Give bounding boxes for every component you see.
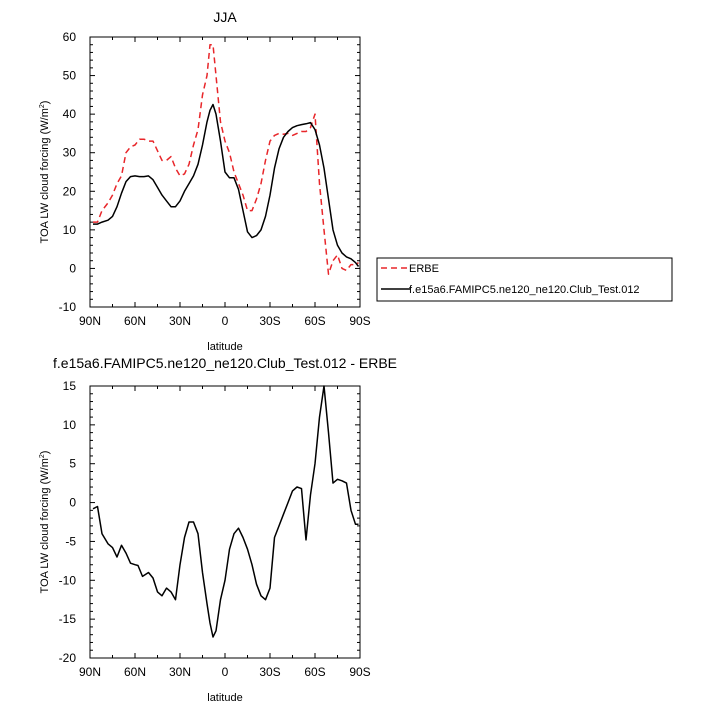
bottom-x-tick-label: 60S — [304, 665, 325, 679]
top-x-tick-label: 30N — [169, 314, 191, 328]
bottom-y-tick-label: -15 — [59, 612, 77, 626]
top-series-lines — [93, 43, 360, 275]
bottom-y-tick-label: -5 — [65, 534, 76, 548]
top-x-tick-label: 90N — [79, 314, 101, 328]
bottom-plot-frame — [89, 385, 361, 659]
bottom-x-tick-labels: 90N 60N 30N 0 30S 60S 90S — [79, 665, 371, 679]
top-y-axis-label-sup: 2 — [39, 104, 46, 108]
top-y-axis-label-main: TOA LW cloud forcing (W/m — [39, 108, 51, 243]
bottom-series-line-0 — [92, 385, 359, 638]
top-series-line-0 — [93, 43, 359, 275]
bottom-y-axis-label-main: TOA LW cloud forcing (W/m — [39, 458, 51, 593]
bottom-y-tick-label: -10 — [59, 573, 77, 587]
top-x-tick-label: 0 — [222, 314, 229, 328]
bottom-series-lines — [92, 385, 359, 638]
bottom-y-tick-label: 0 — [69, 496, 76, 510]
top-chart-panel: JJA 90N 60N 30N 0 30S 60S 90S 60 50 40 30 20 10 0 -10… — [39, 9, 673, 353]
bottom-y-axis-label-sup: 2 — [39, 454, 46, 458]
top-x-tick-labels: 90N 60N 30N 0 30S 60S 90S — [79, 314, 371, 328]
top-axis-ticks — [89, 36, 361, 308]
bottom-y-tick-label: 10 — [63, 418, 77, 432]
top-y-tick-label: 30 — [63, 146, 77, 160]
top-x-tick-label: 60N — [124, 314, 146, 328]
bottom-y-axis-label: TOA LW cloud forcing (W/m2) — [39, 451, 51, 594]
bottom-x-tick-label: 90N — [79, 665, 101, 679]
bottom-y-tick-label: 5 — [69, 457, 76, 471]
bottom-chart-title: f.e15a6.FAMIPC5.ne120_ne120.Club_Test.01… — [53, 355, 397, 371]
top-x-tick-label: 90S — [349, 314, 370, 328]
top-y-tick-label: 10 — [63, 223, 77, 237]
bottom-y-tick-label: 15 — [63, 379, 77, 393]
bottom-chart-panel: f.e15a6.FAMIPC5.ne120_ne120.Club_Test.01… — [39, 355, 397, 704]
bottom-x-tick-label: 30N — [169, 665, 191, 679]
top-series-line-1 — [93, 103, 360, 267]
bottom-x-tick-label: 0 — [222, 665, 229, 679]
top-x-tick-label: 60S — [304, 314, 325, 328]
legend-box — [376, 257, 673, 302]
top-y-axis-label: TOA LW cloud forcing (W/m2) — [39, 101, 51, 244]
top-y-tick-label: 40 — [63, 107, 77, 121]
top-y-tick-labels: 60 50 40 30 20 10 0 -10 — [59, 30, 77, 314]
bottom-y-axis-label-close: ) — [39, 451, 51, 455]
bottom-x-tick-label: 90S — [349, 665, 370, 679]
legend-erbe-label: ERBE — [409, 263, 439, 275]
top-y-axis-label-close: ) — [39, 101, 51, 105]
top-y-tick-label: -10 — [59, 300, 77, 314]
bottom-axis-ticks — [89, 385, 361, 659]
top-x-tick-label: 30S — [259, 314, 280, 328]
bottom-x-tick-label: 60N — [124, 665, 146, 679]
top-y-tick-label: 20 — [63, 184, 77, 198]
bottom-y-tick-label: -20 — [59, 651, 77, 665]
top-y-tick-label: 0 — [69, 261, 76, 275]
top-y-tick-label: 60 — [63, 30, 77, 44]
bottom-x-tick-label: 30S — [259, 665, 280, 679]
top-y-tick-label: 50 — [63, 69, 77, 83]
top-chart-title: JJA — [213, 9, 237, 25]
top-x-axis-label: latitude — [207, 341, 242, 353]
legend: ERBE f.e15a6.FAMIPC5.ne120_ne120.Club_Te… — [376, 257, 673, 302]
bottom-y-tick-labels: 15 10 5 0 -5 -10 -15 -20 — [59, 379, 77, 665]
bottom-x-axis-label: latitude — [207, 692, 242, 704]
legend-model-label: f.e15a6.FAMIPC5.ne120_ne120.Club_Test.01… — [409, 284, 640, 296]
